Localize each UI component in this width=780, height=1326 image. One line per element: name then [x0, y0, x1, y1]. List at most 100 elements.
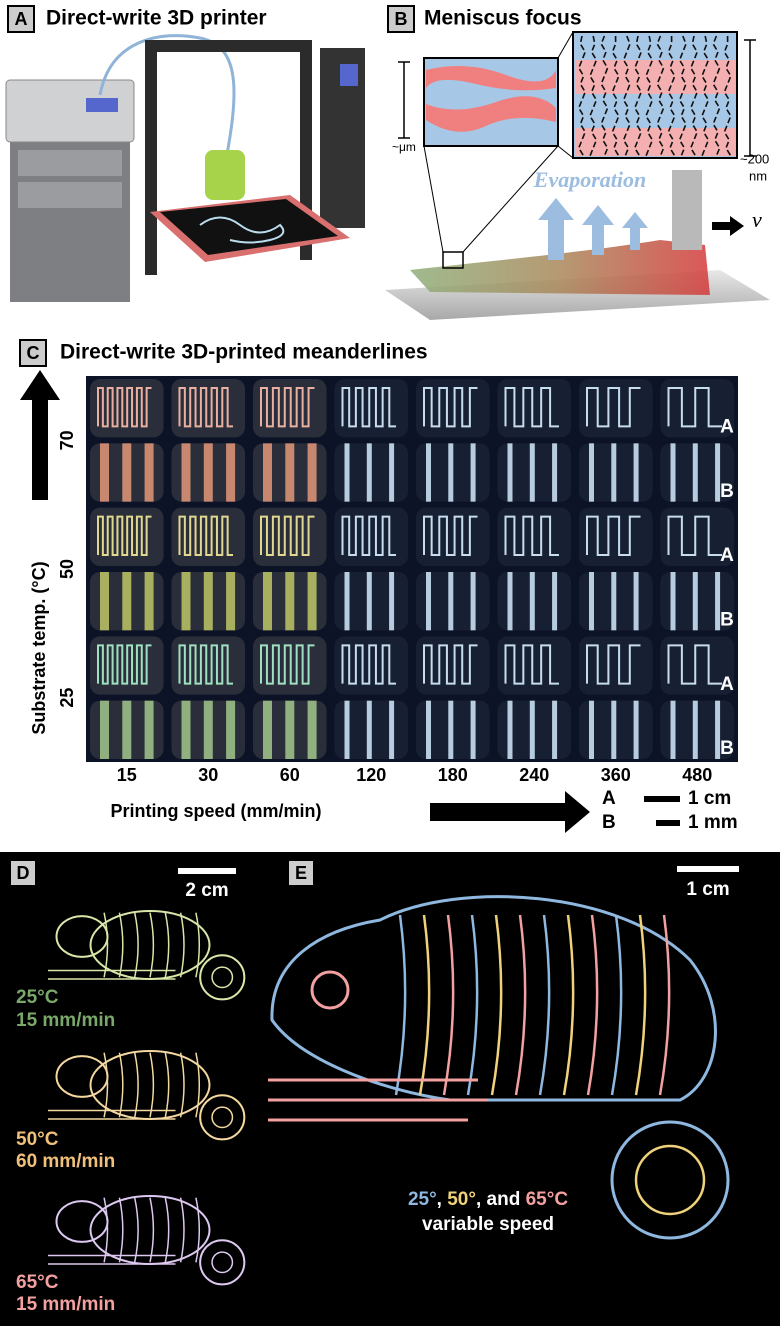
polymer-chain	[577, 35, 587, 157]
row-label: B	[720, 609, 734, 630]
stripe	[418, 914, 431, 1096]
meander	[178, 515, 233, 556]
inset-stripes	[426, 66, 556, 132]
scale-bracket	[398, 61, 410, 139]
line-trace	[366, 700, 372, 759]
panel-label-box	[387, 5, 415, 33]
caption-part: 25°	[408, 1189, 437, 1210]
meander	[260, 515, 315, 556]
meander	[97, 515, 152, 556]
line-trace	[670, 443, 676, 502]
panel-title: Meniscus focus	[424, 7, 582, 30]
meander	[504, 387, 559, 428]
stripe	[586, 914, 599, 1096]
scale-label: ~200	[740, 151, 769, 166]
scale-bar	[677, 866, 739, 872]
scale-unit: nm	[749, 168, 767, 183]
scale-bar	[656, 820, 680, 826]
condition-temperature: 50°C	[16, 1129, 59, 1150]
line-trace	[307, 572, 317, 631]
meander	[423, 387, 478, 428]
stripe	[634, 914, 647, 1096]
frame	[145, 40, 157, 275]
line-trace	[263, 572, 272, 631]
line-trace	[589, 700, 594, 759]
line-trace	[181, 700, 191, 759]
image-cell	[497, 507, 571, 566]
speed-label: 60	[280, 765, 300, 785]
meander	[504, 515, 559, 556]
speed-label: 360	[601, 765, 631, 785]
stripe	[133, 1052, 139, 1118]
line-trace	[470, 572, 476, 631]
line-trace	[144, 700, 154, 759]
tail-inner	[634, 1144, 706, 1216]
polymer-chain	[611, 36, 620, 157]
stripe	[514, 914, 527, 1096]
tail	[610, 1120, 730, 1240]
branch	[268, 1078, 488, 1122]
panel-b: B Meniscus focus v Evaporation ~μm ~200 …	[385, 5, 770, 320]
scale-bar	[178, 868, 236, 874]
meander	[586, 515, 641, 556]
temperature-label: 70	[57, 430, 77, 450]
frame	[145, 40, 312, 52]
image-cell	[660, 636, 734, 695]
stripe	[103, 1052, 109, 1118]
panel-d: D 2 cm 25°C 15 mm/min 50°C 60 mm/min 65°…	[9, 859, 246, 1315]
temperature-label: 25	[57, 688, 77, 708]
panel-label-box	[19, 339, 47, 367]
line-trace	[552, 443, 558, 502]
stripe	[118, 1197, 124, 1263]
line-trace	[122, 443, 132, 502]
controller-screen	[86, 98, 118, 112]
polymer-chain	[622, 35, 631, 157]
temperature-arrow	[20, 370, 60, 500]
scale-bar	[644, 796, 680, 802]
stripe	[195, 1197, 201, 1263]
meander	[260, 387, 315, 428]
line-trace	[715, 443, 721, 502]
line-trace	[552, 700, 558, 759]
scale-label: ~μm	[392, 140, 416, 154]
tail	[199, 1239, 246, 1286]
image-cell	[416, 379, 490, 438]
line-trace	[389, 443, 395, 502]
line-trace	[715, 572, 721, 631]
body	[270, 895, 717, 1102]
controller	[5, 79, 135, 143]
stripe	[490, 914, 503, 1096]
condition-speed: 15 mm/min	[16, 1010, 115, 1031]
line-trace	[552, 572, 558, 631]
film	[410, 240, 710, 295]
evaporation-arrow	[582, 205, 614, 255]
line-trace	[203, 572, 213, 631]
image-cells	[90, 379, 734, 759]
line-trace	[611, 572, 617, 631]
caption-part: 65°C	[526, 1189, 569, 1210]
scale-label: 2 cm	[185, 880, 228, 901]
line-trace	[144, 443, 154, 502]
line-trace	[203, 443, 213, 502]
line-trace	[263, 700, 272, 759]
polymer-chain	[633, 35, 643, 157]
stripe	[164, 1197, 170, 1263]
stripe	[164, 1052, 170, 1118]
stripe	[179, 1052, 185, 1118]
line-trace	[307, 700, 317, 759]
tower-slot	[18, 182, 122, 208]
stripe	[103, 912, 109, 978]
image-cell	[416, 507, 490, 566]
chameleons	[48, 910, 246, 1286]
stripe	[118, 1052, 124, 1118]
speed-label: 240	[519, 765, 549, 785]
panel-label: A	[15, 9, 28, 29]
row-label: B	[720, 738, 734, 759]
zoom-line	[557, 31, 574, 59]
panel-label-box	[287, 859, 315, 887]
polymer-chain	[678, 35, 687, 157]
panel-label-box	[7, 5, 35, 33]
tower-slot	[18, 150, 122, 176]
row-label: A	[720, 416, 734, 437]
tail	[199, 1094, 246, 1141]
